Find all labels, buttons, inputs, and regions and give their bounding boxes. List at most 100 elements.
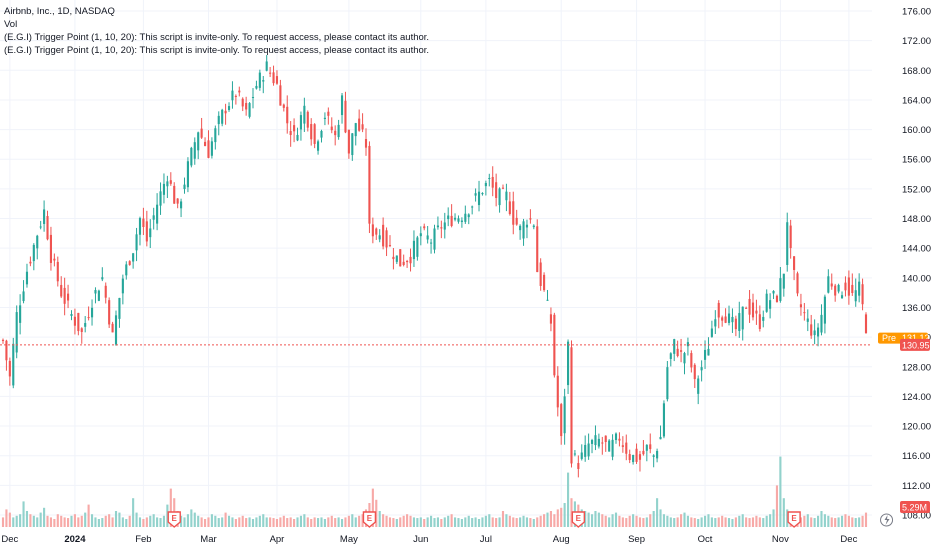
volume-bar xyxy=(467,515,470,527)
volume-bar xyxy=(46,515,49,527)
candle xyxy=(351,132,354,161)
volume-bar xyxy=(837,517,840,527)
earnings-icon[interactable]: E xyxy=(362,511,377,528)
candle xyxy=(70,310,73,321)
x-tick-label: Mar xyxy=(200,534,216,545)
candle xyxy=(686,337,689,356)
volume-bar xyxy=(49,517,53,527)
volume-bar xyxy=(1,517,5,527)
candle xyxy=(676,340,679,358)
candle xyxy=(854,278,857,307)
volume-bar xyxy=(656,498,659,527)
volume-bar xyxy=(625,518,628,527)
volume-bar xyxy=(94,517,97,527)
volume-bar xyxy=(522,515,525,527)
candle xyxy=(727,305,731,326)
candle xyxy=(621,436,624,453)
candle xyxy=(282,103,285,112)
volume-bar xyxy=(125,519,128,527)
volume-bar xyxy=(152,514,155,527)
candle xyxy=(241,97,244,112)
volume-bar xyxy=(412,517,416,527)
candle xyxy=(745,306,748,309)
candle xyxy=(851,273,854,296)
candle xyxy=(645,444,648,462)
candle xyxy=(443,212,446,239)
volume-bar xyxy=(457,518,460,527)
candle xyxy=(556,366,559,417)
volume-bar xyxy=(354,517,357,527)
candle xyxy=(49,226,53,271)
indicator-legend-2[interactable]: (E.G.I) Trigger Point (1, 10, 20): This … xyxy=(4,45,430,56)
candle xyxy=(320,129,323,143)
candle xyxy=(430,238,433,254)
volume-bar xyxy=(556,509,559,527)
symbol-title[interactable]: Airbnb, Inc., 1D, NASDAQ xyxy=(4,6,115,17)
volume-bar xyxy=(166,504,169,527)
candle xyxy=(214,125,217,150)
volume-bar xyxy=(101,518,104,527)
candle xyxy=(138,216,142,246)
candle xyxy=(714,310,717,335)
indicator-legend-1[interactable]: (E.G.I) Trigger Point (1, 10, 20): This … xyxy=(4,32,430,43)
candle xyxy=(330,117,333,134)
candle xyxy=(210,137,213,159)
candle xyxy=(765,289,768,313)
candle xyxy=(327,107,330,125)
volume-bar xyxy=(519,517,522,527)
price-axis[interactable]: 176.00 172.00 168.00 164.00 160.00 156.00 152.… xyxy=(902,7,931,522)
candle xyxy=(145,210,148,247)
candle xyxy=(118,297,121,328)
earnings-icon[interactable]: E xyxy=(787,511,801,528)
candle xyxy=(751,293,755,321)
volume-bar xyxy=(762,518,765,527)
candle xyxy=(101,267,104,282)
volume-bar xyxy=(590,514,594,527)
candle xyxy=(80,327,83,344)
candle xyxy=(265,55,268,72)
candle xyxy=(539,258,542,291)
candle xyxy=(29,256,32,267)
candle xyxy=(426,226,429,244)
volume-bar xyxy=(347,515,350,527)
candle xyxy=(238,86,241,97)
volume-bar xyxy=(673,518,676,527)
candle xyxy=(289,121,292,147)
candle xyxy=(323,112,326,126)
candle xyxy=(173,182,176,204)
volume-bar xyxy=(5,509,8,527)
volume-bar xyxy=(56,514,59,527)
candle xyxy=(573,450,576,457)
candle xyxy=(128,260,131,266)
x-tick-label: Dec xyxy=(840,534,857,545)
candle xyxy=(169,172,172,186)
earnings-icon[interactable]: E xyxy=(167,511,181,528)
lightning-icon[interactable] xyxy=(880,513,894,527)
y-tick-label: 152.00 xyxy=(902,184,931,195)
volume-bar xyxy=(25,511,29,527)
volume-bar xyxy=(128,515,131,527)
volume-bar xyxy=(799,517,802,527)
volume-legend[interactable]: Vol xyxy=(4,19,18,30)
candle xyxy=(272,65,275,86)
candle xyxy=(820,304,823,336)
volume-bar xyxy=(440,519,443,527)
earnings-icon[interactable]: E xyxy=(571,511,586,528)
candle xyxy=(224,103,227,125)
volume-bar xyxy=(707,514,710,527)
volume-bar xyxy=(686,515,689,527)
last-price-value: 130.95 xyxy=(902,340,930,350)
volume-bar xyxy=(169,488,172,527)
volume-bar xyxy=(186,514,189,527)
candle xyxy=(121,274,124,305)
time-axis[interactable]: Dec 2024 Feb Mar Apr May Jun Jul Aug Sep Oct Nov Dec xyxy=(1,534,857,545)
volume-bar xyxy=(659,509,662,527)
volume-bar xyxy=(77,517,80,527)
candle xyxy=(656,448,659,463)
volume-bar xyxy=(132,498,135,527)
candle xyxy=(385,227,388,257)
candle xyxy=(498,187,501,213)
volume-bar xyxy=(450,514,453,527)
